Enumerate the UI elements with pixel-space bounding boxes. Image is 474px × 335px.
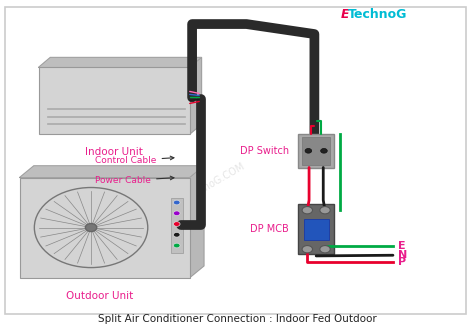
Circle shape	[173, 243, 180, 248]
Text: Split Air Conditioner Connection : Indoor Fed Outdoor: Split Air Conditioner Connection : Indoo…	[98, 314, 376, 324]
Bar	[38, 67, 190, 134]
Circle shape	[320, 207, 330, 214]
Circle shape	[173, 232, 180, 237]
Circle shape	[302, 207, 312, 214]
Circle shape	[305, 148, 312, 153]
Text: N: N	[398, 250, 407, 260]
Bar	[299, 134, 334, 168]
Text: Indoor Unit: Indoor Unit	[85, 147, 143, 157]
Circle shape	[320, 148, 327, 153]
Text: WWW.ETechnoG.COM: WWW.ETechnoG.COM	[152, 160, 247, 221]
Bar	[299, 204, 334, 254]
Circle shape	[173, 200, 180, 205]
Text: DP Switch: DP Switch	[240, 146, 289, 156]
Text: P: P	[398, 257, 406, 267]
Text: Power Cable: Power Cable	[95, 176, 174, 185]
Text: E: E	[341, 8, 349, 20]
Polygon shape	[38, 57, 201, 67]
Circle shape	[302, 246, 312, 253]
Text: TechnoG: TechnoG	[348, 8, 408, 20]
Circle shape	[85, 223, 97, 231]
Polygon shape	[190, 57, 201, 134]
Bar	[171, 198, 182, 253]
Text: E: E	[398, 241, 405, 251]
Bar	[302, 137, 330, 165]
Circle shape	[173, 222, 180, 226]
Text: Control Cable: Control Cable	[95, 156, 174, 165]
Circle shape	[320, 246, 330, 253]
Bar	[19, 178, 190, 278]
Bar	[304, 219, 328, 240]
Polygon shape	[19, 166, 204, 178]
Polygon shape	[190, 166, 204, 278]
Circle shape	[173, 211, 180, 216]
Text: Outdoor Unit: Outdoor Unit	[66, 291, 134, 301]
Text: DP MCB: DP MCB	[250, 224, 289, 234]
